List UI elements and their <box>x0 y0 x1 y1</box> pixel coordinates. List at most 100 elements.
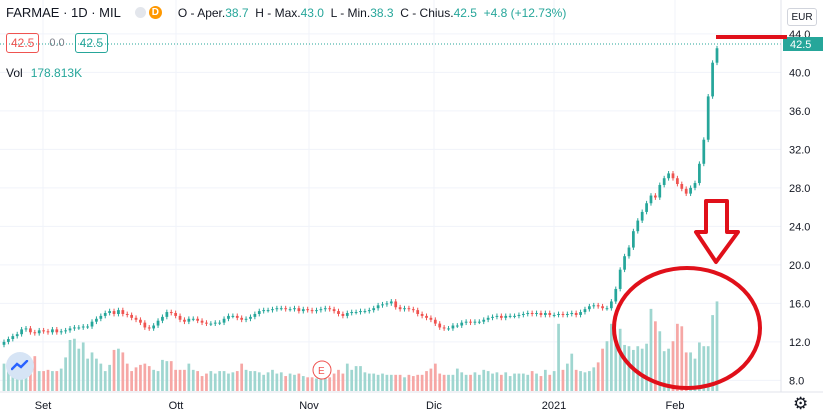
volume-bar <box>543 369 547 391</box>
volume-bar <box>310 377 314 391</box>
candle-body <box>328 308 332 310</box>
candle-body <box>266 310 270 312</box>
candle-body <box>301 309 305 312</box>
gear-icon[interactable]: ⚙ <box>793 394 809 413</box>
candle-body <box>381 304 384 306</box>
candle-body <box>610 301 613 309</box>
candle-body <box>601 306 604 309</box>
candle-body <box>632 231 635 248</box>
candle-body <box>341 313 345 316</box>
volume-bar <box>37 371 41 391</box>
volume-bar <box>125 363 129 391</box>
volume-bar <box>389 374 393 391</box>
volume-bar <box>403 377 406 391</box>
volume-bar <box>99 363 103 391</box>
candle-body <box>676 178 679 185</box>
currency-button[interactable]: EUR <box>787 8 817 26</box>
volume-bar <box>636 346 640 391</box>
volume-bar <box>715 301 719 391</box>
volume-bar <box>156 371 160 391</box>
volume-bar <box>205 373 208 391</box>
candle-body <box>667 173 670 179</box>
candle-body <box>447 328 450 330</box>
volume-bar <box>504 372 508 391</box>
candle-body <box>359 311 362 313</box>
candlesticks <box>2 45 719 348</box>
volume-bar <box>662 351 666 391</box>
candle-body <box>306 309 310 311</box>
volume-bar <box>420 374 424 391</box>
volume-bar <box>425 371 428 391</box>
volume-bar <box>592 367 596 391</box>
candle-body <box>125 313 129 315</box>
volume-bar <box>7 371 10 391</box>
tradingview-logo-icon[interactable] <box>6 352 34 380</box>
candle-body <box>416 310 420 314</box>
volume-bar <box>130 371 134 391</box>
volume-bar <box>279 372 283 391</box>
candle-body <box>504 315 508 318</box>
x-tick-label: Ott <box>169 400 184 412</box>
volume-bar <box>323 374 327 391</box>
candle-body <box>389 301 393 304</box>
candle-body <box>495 315 499 317</box>
candle-body <box>249 316 252 319</box>
candle-body <box>425 315 428 318</box>
candle-body <box>513 315 516 317</box>
candle-body <box>411 309 415 311</box>
candle-body <box>244 318 248 320</box>
volume-bar <box>222 371 226 391</box>
volume-bar <box>645 343 648 391</box>
candle-body <box>262 310 266 312</box>
candle-body <box>103 313 107 316</box>
sell-price-button[interactable]: 42.5 <box>6 33 40 53</box>
candle-body <box>455 325 459 327</box>
y-tick-label: 16.0 <box>789 298 810 310</box>
candle-body <box>231 315 235 317</box>
volume-bar <box>508 376 512 391</box>
candle-body <box>376 305 380 309</box>
volume-bar <box>134 367 138 391</box>
volume-bar <box>482 369 486 391</box>
volume-bar <box>350 369 354 391</box>
volume-bar <box>491 373 494 391</box>
volume-bar <box>152 369 156 391</box>
chart-grid <box>0 0 781 392</box>
volume-bar <box>460 372 464 391</box>
candle-body <box>86 326 89 328</box>
candle-body <box>37 330 41 334</box>
candle-body <box>284 308 288 310</box>
candle-body <box>183 319 186 322</box>
y-tick-label: 28.0 <box>789 183 810 195</box>
candle-body <box>174 313 178 316</box>
candle-body <box>539 313 543 315</box>
buy-price-button[interactable]: 42.5 <box>74 33 109 53</box>
volume-bars <box>2 301 719 391</box>
annotation-overlay <box>612 35 787 390</box>
volume-bar <box>605 341 609 391</box>
candle-body <box>680 184 684 189</box>
candle-body <box>279 308 283 310</box>
delay-badge: D <box>148 6 162 19</box>
candle-body <box>293 308 296 310</box>
y-tick-label: 36.0 <box>789 106 810 118</box>
volume-bar <box>385 374 389 391</box>
candle-body <box>711 62 714 97</box>
volume-bar <box>293 374 296 391</box>
candle-body <box>654 195 657 198</box>
candle-body <box>2 341 6 345</box>
candle-body <box>42 330 45 332</box>
volume-bar <box>147 366 151 391</box>
candle-body <box>706 96 710 140</box>
volume-bar <box>288 373 292 391</box>
volume-legend: Vol 178.813K <box>6 66 83 80</box>
candle-body <box>460 322 464 326</box>
volume-bar <box>332 373 336 391</box>
candle-body <box>319 309 323 311</box>
symbol-label[interactable]: FARMAE · 1D · MIL <box>6 5 121 20</box>
volume-bar <box>139 364 142 391</box>
volume-bar <box>363 372 367 391</box>
candle-body <box>11 336 15 340</box>
candle-body <box>469 321 472 323</box>
